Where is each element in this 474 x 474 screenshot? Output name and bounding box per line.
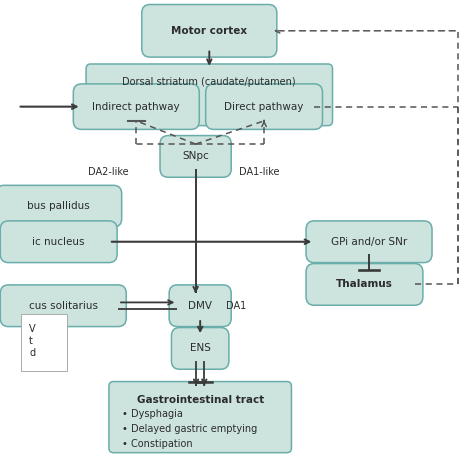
Text: Indirect pathway: Indirect pathway <box>92 101 180 112</box>
Text: DMV: DMV <box>188 301 212 311</box>
Text: • Constipation: • Constipation <box>122 439 192 449</box>
Text: SNpc: SNpc <box>182 151 209 162</box>
Text: Motor cortex: Motor cortex <box>171 26 247 36</box>
Text: DA1: DA1 <box>226 301 246 311</box>
FancyBboxPatch shape <box>109 382 292 453</box>
Text: • Delayed gastric emptying: • Delayed gastric emptying <box>122 424 257 434</box>
Text: d: d <box>29 348 35 358</box>
FancyBboxPatch shape <box>21 314 67 371</box>
Text: Thalamus: Thalamus <box>336 279 393 290</box>
Text: ENS: ENS <box>190 343 210 354</box>
FancyBboxPatch shape <box>206 84 322 129</box>
Text: DA2-like: DA2-like <box>88 166 129 177</box>
FancyBboxPatch shape <box>160 136 231 177</box>
FancyBboxPatch shape <box>0 285 126 327</box>
FancyBboxPatch shape <box>142 5 277 57</box>
Text: Direct pathway: Direct pathway <box>224 101 304 112</box>
FancyBboxPatch shape <box>73 84 199 129</box>
Text: Gastrointestinal tract: Gastrointestinal tract <box>137 395 264 405</box>
Text: • Dysphagia: • Dysphagia <box>122 409 182 419</box>
Text: Dorsal striatum (caudate/putamen): Dorsal striatum (caudate/putamen) <box>122 77 296 87</box>
FancyBboxPatch shape <box>86 64 333 126</box>
FancyBboxPatch shape <box>306 221 432 263</box>
FancyBboxPatch shape <box>0 185 122 227</box>
FancyBboxPatch shape <box>169 285 231 327</box>
FancyBboxPatch shape <box>0 221 117 263</box>
Text: bus pallidus: bus pallidus <box>27 201 90 211</box>
Text: V: V <box>29 324 36 335</box>
Text: ic nucleus: ic nucleus <box>32 237 85 247</box>
Text: DA1-like: DA1-like <box>239 166 280 177</box>
FancyBboxPatch shape <box>306 264 423 305</box>
FancyBboxPatch shape <box>172 328 229 369</box>
Text: cus solitarius: cus solitarius <box>29 301 98 311</box>
Text: t: t <box>29 336 33 346</box>
Text: GPi and/or SNr: GPi and/or SNr <box>331 237 407 247</box>
